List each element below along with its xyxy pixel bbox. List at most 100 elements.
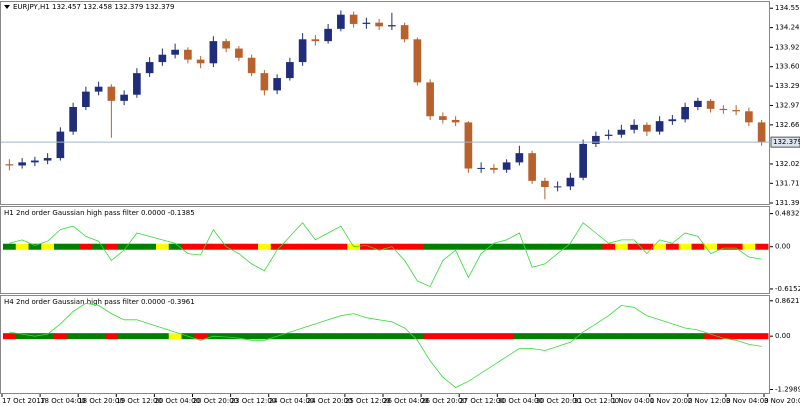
state-bar: [704, 333, 718, 340]
x-tick-label: 26 Oct 04:00: [383, 397, 429, 405]
x-tick-label: 17 Oct 2017: [2, 397, 45, 405]
state-bar: [296, 243, 310, 250]
state-bar: [232, 243, 246, 250]
y-tick-label: 0.4832: [775, 210, 800, 218]
state-bar: [691, 243, 705, 250]
candle-body: [617, 129, 626, 135]
state-bar: [589, 333, 603, 340]
candle-body: [643, 124, 651, 132]
x-tick-label: 25 Oct 12:00: [345, 397, 391, 405]
candle-body: [56, 131, 65, 159]
state-bar: [372, 243, 386, 250]
state-bar: [79, 243, 93, 250]
candle-body: [235, 48, 243, 58]
state-bar: [449, 333, 463, 340]
state-bar: [462, 333, 476, 340]
state-bar: [334, 243, 348, 250]
state-bar: [168, 333, 182, 340]
y-tick-label: 131.710: [775, 179, 800, 187]
state-bar: [143, 333, 157, 340]
candle-body: [158, 54, 167, 63]
last-price-label: 132.379: [773, 138, 800, 146]
candle-body: [222, 41, 230, 49]
state-bar: [15, 243, 29, 250]
y-tick-label: 0.00: [775, 332, 791, 340]
candle-body: [311, 39, 320, 42]
candle-body: [260, 73, 269, 91]
candle-body: [286, 62, 294, 79]
state-bar: [143, 243, 157, 250]
state-bar: [500, 333, 514, 340]
state-bar: [436, 243, 450, 250]
state-bar: [309, 333, 323, 340]
indicator-title: H4 2nd order Gaussian high pass filter 0…: [4, 298, 195, 306]
candle-body: [362, 22, 371, 24]
state-bar: [194, 243, 208, 250]
candle-body: [681, 107, 689, 120]
candle-body: [439, 116, 447, 120]
state-bar: [92, 333, 106, 340]
state-bar: [398, 333, 412, 340]
candle-body: [502, 162, 511, 170]
candle-body: [592, 135, 600, 144]
y-tick-label: 134.555: [775, 4, 800, 12]
state-bar: [742, 333, 756, 340]
state-bar: [398, 243, 412, 250]
state-bar: [232, 333, 246, 340]
state-bar: [385, 333, 399, 340]
y-tick-label: 134.240: [775, 24, 800, 32]
state-bar: [258, 333, 272, 340]
state-bar: [474, 333, 488, 340]
candle-body: [668, 119, 677, 122]
state-bar: [423, 333, 437, 340]
state-bar: [436, 333, 450, 340]
x-tick-label: 19 Oct 12:00: [116, 397, 162, 405]
state-bar: [156, 333, 170, 340]
state-bar: [41, 243, 55, 250]
state-bar: [283, 243, 297, 250]
candle-body: [528, 153, 536, 181]
symbol-menu-icon[interactable]: [4, 5, 10, 9]
state-bar: [525, 243, 539, 250]
state-bar: [462, 243, 476, 250]
state-bar: [117, 333, 131, 340]
candle-body: [43, 158, 52, 161]
state-bar: [640, 243, 654, 250]
state-bar: [296, 333, 310, 340]
candle-body: [541, 180, 549, 187]
state-bar: [691, 333, 705, 340]
state-bar: [360, 333, 374, 340]
candle-body: [171, 49, 179, 55]
state-bar: [130, 243, 144, 250]
x-tick-label: 30 Oct 20:00: [535, 397, 581, 405]
x-tick-label: 24 Oct 20:00: [307, 397, 353, 405]
state-bar: [717, 243, 731, 250]
state-bar: [130, 333, 144, 340]
state-bar: [487, 333, 501, 340]
x-tick-label: 26 Oct 20:00: [421, 397, 467, 405]
x-tick-label: 24 Oct 04:00: [269, 397, 315, 405]
x-tick-label: 31 Oct 12:00: [574, 397, 620, 405]
candle-body: [209, 41, 218, 64]
state-bar: [551, 333, 565, 340]
state-bar: [564, 333, 578, 340]
y-tick-label: -1.2989: [775, 385, 800, 393]
state-bar: [219, 333, 233, 340]
state-bar: [105, 243, 119, 250]
state-bar: [615, 333, 629, 340]
state-bar: [54, 243, 68, 250]
state-bar: [360, 243, 374, 250]
state-bar: [117, 243, 131, 250]
state-bar: [615, 243, 629, 250]
state-bar: [525, 333, 539, 340]
state-bar: [15, 333, 29, 340]
y-tick-label: -0.6152: [775, 285, 800, 293]
x-tick-label: 18 Oct 04:00: [40, 397, 86, 405]
state-bar: [474, 243, 488, 250]
candle-body: [745, 111, 753, 123]
state-bar: [602, 333, 616, 340]
candle-body: [145, 62, 154, 74]
state-bar: [755, 243, 769, 250]
candle-body: [184, 49, 192, 60]
